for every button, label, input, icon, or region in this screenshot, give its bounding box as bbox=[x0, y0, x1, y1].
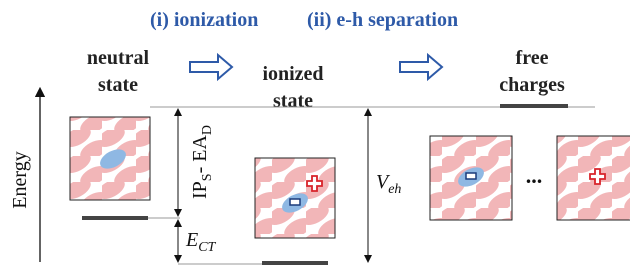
state-label: state bbox=[98, 74, 138, 96]
label-part: eh bbox=[388, 182, 401, 197]
minus bbox=[466, 173, 476, 179]
step-label: (ii) e-h separation bbox=[307, 9, 458, 31]
minus bbox=[290, 199, 300, 205]
state-label: neutral bbox=[87, 47, 150, 69]
axis-label: Energy bbox=[9, 151, 31, 208]
state-label: state bbox=[273, 90, 313, 112]
state-label: ionized bbox=[262, 63, 323, 85]
ip-ea-label: IPS- EAD bbox=[189, 125, 215, 199]
diagram: (i) ionization (ii) e-h separation neutr… bbox=[0, 0, 630, 266]
step-arrow bbox=[400, 55, 442, 79]
label-part: E bbox=[185, 229, 198, 251]
state-label: charges bbox=[499, 74, 565, 96]
ellipsis: ... bbox=[526, 163, 543, 188]
veh-label: Veh bbox=[376, 171, 401, 197]
step-label: (i) ionization bbox=[150, 9, 258, 31]
ionized-box bbox=[255, 158, 335, 238]
label-part: S bbox=[200, 173, 215, 181]
label-part: - EA bbox=[189, 135, 211, 174]
label-part: IP bbox=[189, 181, 211, 199]
label-part: D bbox=[200, 125, 215, 135]
page: (i) ionization (ii) e-h separation neutr… bbox=[0, 0, 630, 266]
step-arrow bbox=[190, 55, 232, 79]
label-part: CT bbox=[198, 240, 216, 255]
state-label: free bbox=[516, 47, 549, 69]
neutral-box bbox=[70, 117, 150, 200]
ect-label: ECT bbox=[185, 229, 217, 255]
